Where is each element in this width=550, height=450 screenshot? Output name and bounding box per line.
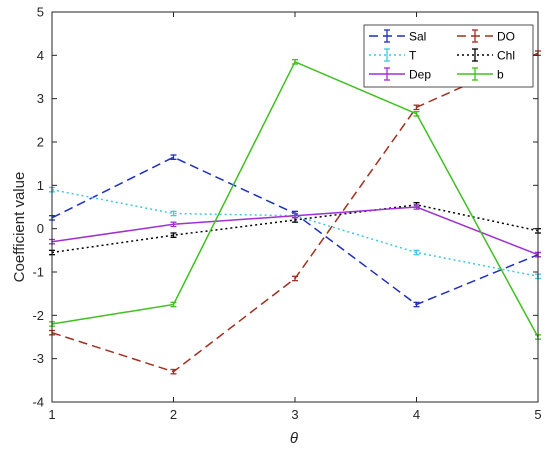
x-tick-label: 2 — [170, 407, 177, 422]
series-line-b — [51, 60, 539, 338]
series-layer — [49, 50, 541, 375]
y-tick-label: 0 — [37, 221, 44, 236]
legend-label: Dep — [409, 68, 431, 82]
y-tick-label: -4 — [32, 395, 44, 410]
series-chl — [49, 202, 541, 256]
y-tick-label: -3 — [32, 351, 44, 366]
legend-item-chl: Chl — [457, 48, 515, 63]
legend-item-t: T — [369, 48, 417, 63]
y-tick-label: 3 — [37, 91, 44, 106]
axes-layer: 1 2 3 4 5 -4 -3 -2 -1 0 1 2 3 4 5 — [32, 5, 541, 423]
x-axis-label: θ — [290, 430, 298, 447]
legend-item-sal: Sal — [369, 29, 426, 44]
y-tick-label: 2 — [37, 135, 44, 150]
legend-box — [363, 24, 534, 88]
legend-item-b: b — [457, 67, 504, 82]
y-tick-label: 4 — [37, 48, 44, 63]
y-axis-label: Coefficient value — [11, 172, 28, 283]
x-tick-label: 1 — [48, 407, 55, 422]
x-tick-label: 5 — [534, 407, 541, 422]
legend-label: Sal — [409, 30, 426, 44]
y-tick-label: -1 — [32, 265, 44, 280]
legend-label: Chl — [497, 49, 515, 63]
legend-item-do: DO — [457, 29, 515, 44]
legend-item-dep: Dep — [369, 67, 431, 82]
y-tick-label: 5 — [37, 5, 44, 20]
legend: Sal DO T Chl Dep b — [363, 24, 534, 88]
legend-label: b — [497, 68, 504, 82]
series-t — [49, 186, 541, 280]
series-b — [49, 59, 541, 340]
legend-label: DO — [497, 30, 515, 44]
y-tick-label: -2 — [32, 308, 44, 323]
x-tick-label: 4 — [413, 407, 420, 422]
legend-label: T — [409, 49, 417, 63]
y-tick-label: 1 — [37, 178, 44, 193]
x-tick-label: 3 — [291, 407, 298, 422]
